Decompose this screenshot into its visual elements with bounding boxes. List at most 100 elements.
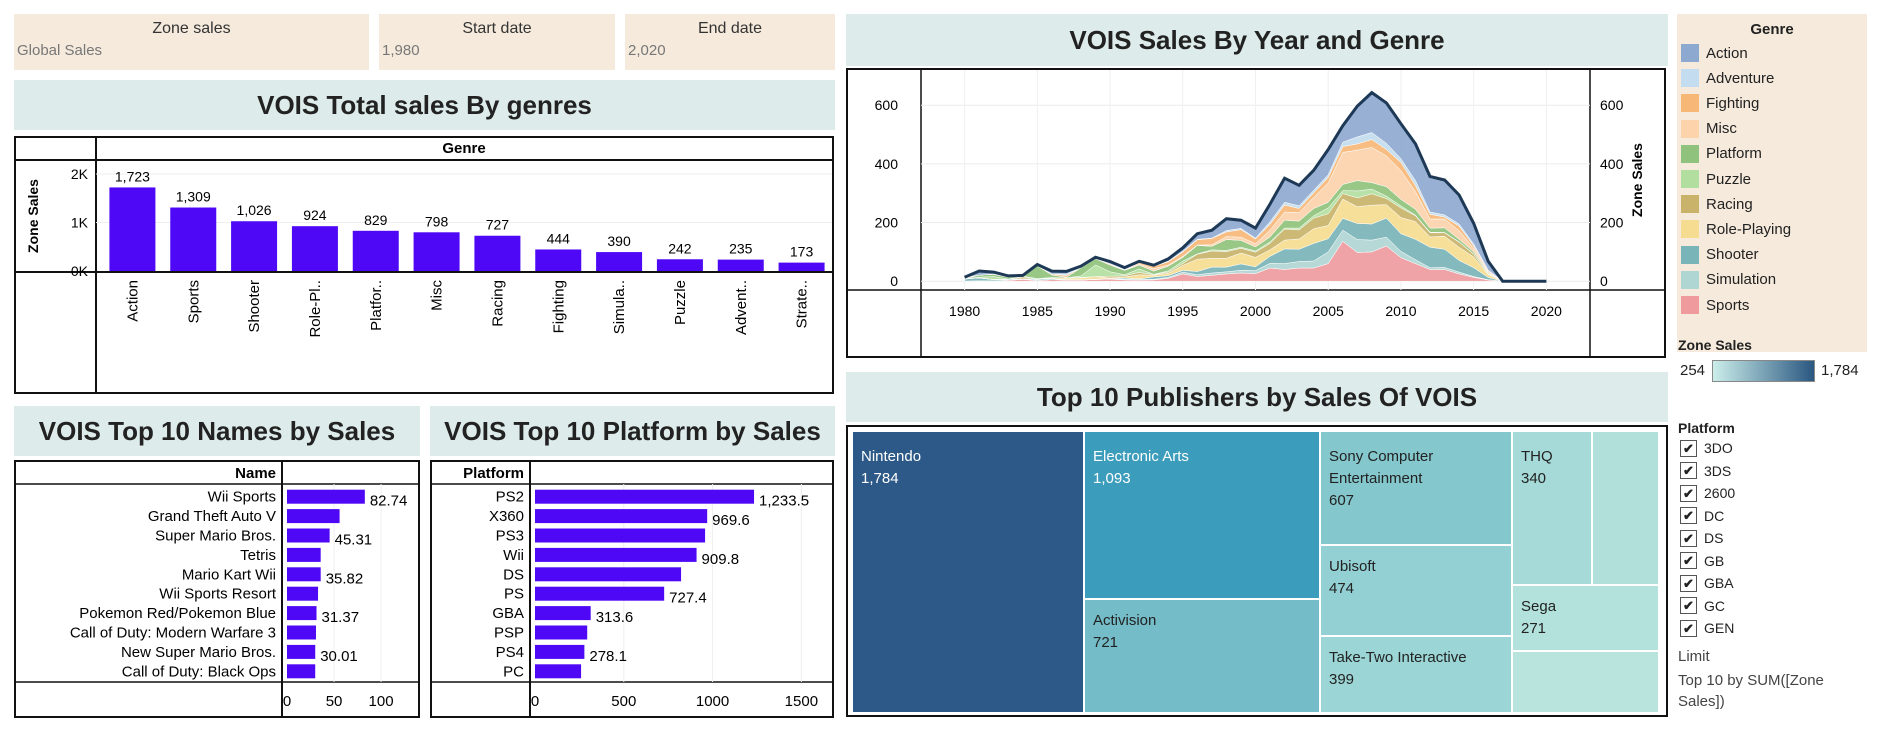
names-x-tick: 100 (369, 693, 394, 710)
platform-bar[interactable] (535, 644, 585, 659)
names-bar[interactable] (287, 644, 316, 659)
zone-sales-filter[interactable]: Zone sales Global Sales (14, 14, 369, 70)
platform-x-tick: 0 (531, 693, 539, 710)
genre-bar[interactable] (352, 230, 399, 271)
platform-option-gba[interactable]: ✔ GBA (1680, 573, 1734, 593)
treemap-label-activision: Activision 721 (1093, 612, 1157, 651)
platform-bar[interactable] (535, 664, 582, 679)
treemap-label-nintendo: Nintendo 1,784 (861, 448, 922, 487)
genre-bar[interactable] (170, 207, 217, 271)
checkbox-icon[interactable]: ✔ (1680, 597, 1697, 614)
limit-text-line2: Sales]) (1678, 693, 1725, 710)
treemap-title: Top 10 Publishers by Sales Of VOIS (846, 372, 1668, 422)
genre-bar-value-label: 173 (790, 244, 814, 260)
treemap-cell-publisher-10[interactable] (1513, 652, 1658, 712)
genre-bar[interactable] (109, 187, 156, 271)
legend-item-shooter[interactable]: Shooter (1681, 244, 1759, 266)
legend-item-platform[interactable]: Platform (1681, 143, 1762, 165)
platform-option-gb[interactable]: ✔ GB (1680, 551, 1724, 571)
platform-option-3ds[interactable]: ✔ 3DS (1680, 461, 1731, 481)
end-date-filter-value[interactable]: 2,020 (628, 42, 666, 59)
zone-sales-filter-value[interactable]: Global Sales (17, 42, 103, 59)
legend-item-action[interactable]: Action (1681, 42, 1748, 64)
start-date-filter-value[interactable]: 1,980 (382, 42, 420, 59)
names-bar[interactable] (287, 547, 321, 562)
genre-bar[interactable] (656, 259, 703, 271)
platform-chart-title: VOIS Top 10 Platform by Sales (430, 406, 835, 456)
treemap-cell-publisher-9[interactable] (1593, 432, 1658, 584)
genre-bar[interactable] (535, 249, 582, 271)
legend-item-role-playing[interactable]: Role-Playing (1681, 218, 1791, 240)
treemap-cell-thq[interactable]: THQ 340 (1513, 432, 1591, 584)
names-bar[interactable] (287, 606, 317, 621)
checkbox-icon[interactable]: ✔ (1680, 619, 1697, 637)
platform-bar[interactable] (535, 528, 706, 543)
platform-bar[interactable] (535, 509, 708, 524)
checkbox-icon[interactable]: ✔ (1680, 552, 1697, 569)
genre-bar-value-label: 1,309 (176, 189, 211, 205)
area-y-tick-right: 200 (1600, 215, 1624, 231)
platform-bar[interactable] (535, 625, 588, 640)
platform-option-3do[interactable]: ✔ 3DO (1680, 438, 1733, 458)
names-bar[interactable] (287, 567, 321, 582)
names-bar[interactable] (287, 509, 340, 524)
checkbox-icon[interactable]: ✔ (1680, 439, 1697, 457)
platform-option-gen[interactable]: ✔ GEN (1680, 618, 1734, 638)
legend-item-fighting[interactable]: Fighting (1681, 92, 1759, 114)
platform-bar[interactable] (535, 489, 755, 504)
checkbox-icon[interactable]: ✔ (1680, 462, 1697, 479)
platform-filter-list[interactable]: ✔ 3DO ✔ 3DS ✔ 2600 ✔ DC ✔ DS ✔ GB ✔ GBA ✔ GC ✔ GEN (1676, 438, 1796, 641)
legend-item-sports[interactable]: Sports (1681, 294, 1749, 316)
checkbox-icon[interactable]: ✔ (1680, 484, 1697, 502)
legend-item-adventure[interactable]: Adventure (1681, 67, 1774, 89)
genre-bar[interactable] (717, 259, 764, 271)
legend-item-racing[interactable]: Racing (1681, 193, 1753, 215)
checkbox-icon[interactable]: ✔ (1680, 507, 1697, 524)
platform-bar[interactable] (535, 586, 665, 601)
genre-bar[interactable] (413, 232, 460, 271)
platform-header-label: Platform (463, 465, 524, 482)
platform-category-label: PC (503, 663, 524, 680)
genre-bar-value-label: 727 (486, 217, 510, 233)
platform-category-label: DS (503, 566, 524, 583)
names-chart-title: VOIS Top 10 Names by Sales (14, 406, 420, 456)
legend-item-puzzle[interactable]: Puzzle (1681, 168, 1751, 190)
treemap-cell-activision[interactable]: Activision 721 (1085, 600, 1319, 712)
treemap-cell-sony[interactable]: Sony Computer Entertainment 607 (1321, 432, 1511, 544)
treemap-cell-nintendo[interactable]: Nintendo 1,784 (853, 432, 1083, 712)
legend-item-misc[interactable]: Misc (1681, 118, 1737, 140)
names-bar[interactable] (287, 625, 316, 640)
treemap-cell-sega[interactable]: Sega 271 (1513, 586, 1658, 650)
checkbox-icon[interactable]: ✔ (1680, 574, 1697, 592)
legend-item-simulation[interactable]: Simulation (1681, 269, 1776, 291)
genre-category-label: Sports (185, 280, 202, 323)
genre-bar-value-label: 1,723 (115, 168, 150, 184)
platform-option-2600[interactable]: ✔ 2600 (1680, 483, 1735, 503)
treemap-cell-electronic-arts[interactable]: Electronic Arts 1,093 (1085, 432, 1319, 598)
platform-option-label: DS (1704, 530, 1724, 546)
names-bar[interactable] (287, 528, 330, 543)
platform-bar[interactable] (535, 547, 697, 562)
platform-option-gc[interactable]: ✔ GC (1680, 596, 1725, 616)
genre-bar[interactable] (596, 252, 643, 271)
checkbox-icon[interactable]: ✔ (1680, 529, 1697, 547)
genre-bar[interactable] (778, 262, 825, 271)
genre-bar[interactable] (291, 226, 338, 271)
platform-bar[interactable] (535, 567, 682, 582)
platform-bar[interactable] (535, 606, 591, 621)
end-date-filter[interactable]: End date 2,020 (625, 14, 835, 70)
names-bar[interactable] (287, 489, 365, 504)
names-bar[interactable] (287, 586, 319, 601)
platform-option-label: DC (1704, 507, 1725, 524)
genre-bar[interactable] (474, 235, 521, 271)
platform-category-label: PS (504, 586, 524, 603)
start-date-filter[interactable]: Start date 1,980 (379, 14, 615, 70)
names-bar[interactable] (287, 664, 316, 679)
genre-bar[interactable] (231, 221, 278, 271)
treemap-cell-ubisoft[interactable]: Ubisoft 474 (1321, 546, 1511, 635)
treemap-cell-take-two[interactable]: Take-Two Interactive 399 (1321, 637, 1511, 712)
platform-x-tick: 1500 (785, 693, 818, 710)
platform-option-dc[interactable]: ✔ DC (1680, 506, 1724, 526)
platform-option-ds[interactable]: ✔ DS (1680, 528, 1723, 548)
genre-chart-title: VOIS Total sales By genres (14, 80, 835, 130)
